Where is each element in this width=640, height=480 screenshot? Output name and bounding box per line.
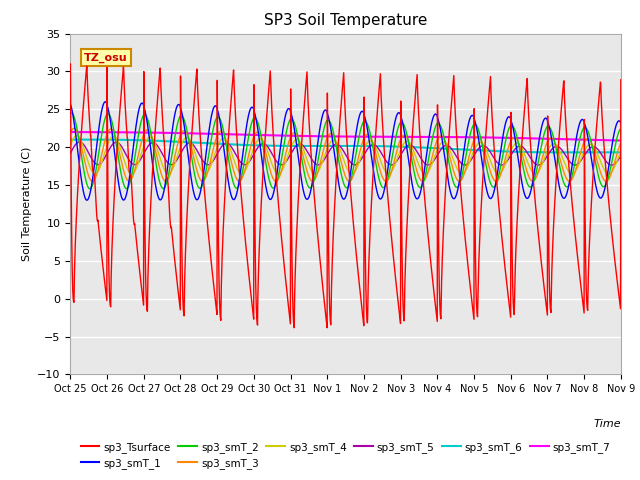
- Text: Time: Time: [593, 419, 621, 429]
- Title: SP3 Soil Temperature: SP3 Soil Temperature: [264, 13, 428, 28]
- Text: TZ_osu: TZ_osu: [84, 52, 128, 62]
- Y-axis label: Soil Temperature (C): Soil Temperature (C): [22, 147, 32, 261]
- Legend: sp3_Tsurface, sp3_smT_1, sp3_smT_2, sp3_smT_3, sp3_smT_4, sp3_smT_5, sp3_smT_6, : sp3_Tsurface, sp3_smT_1, sp3_smT_2, sp3_…: [76, 438, 615, 473]
